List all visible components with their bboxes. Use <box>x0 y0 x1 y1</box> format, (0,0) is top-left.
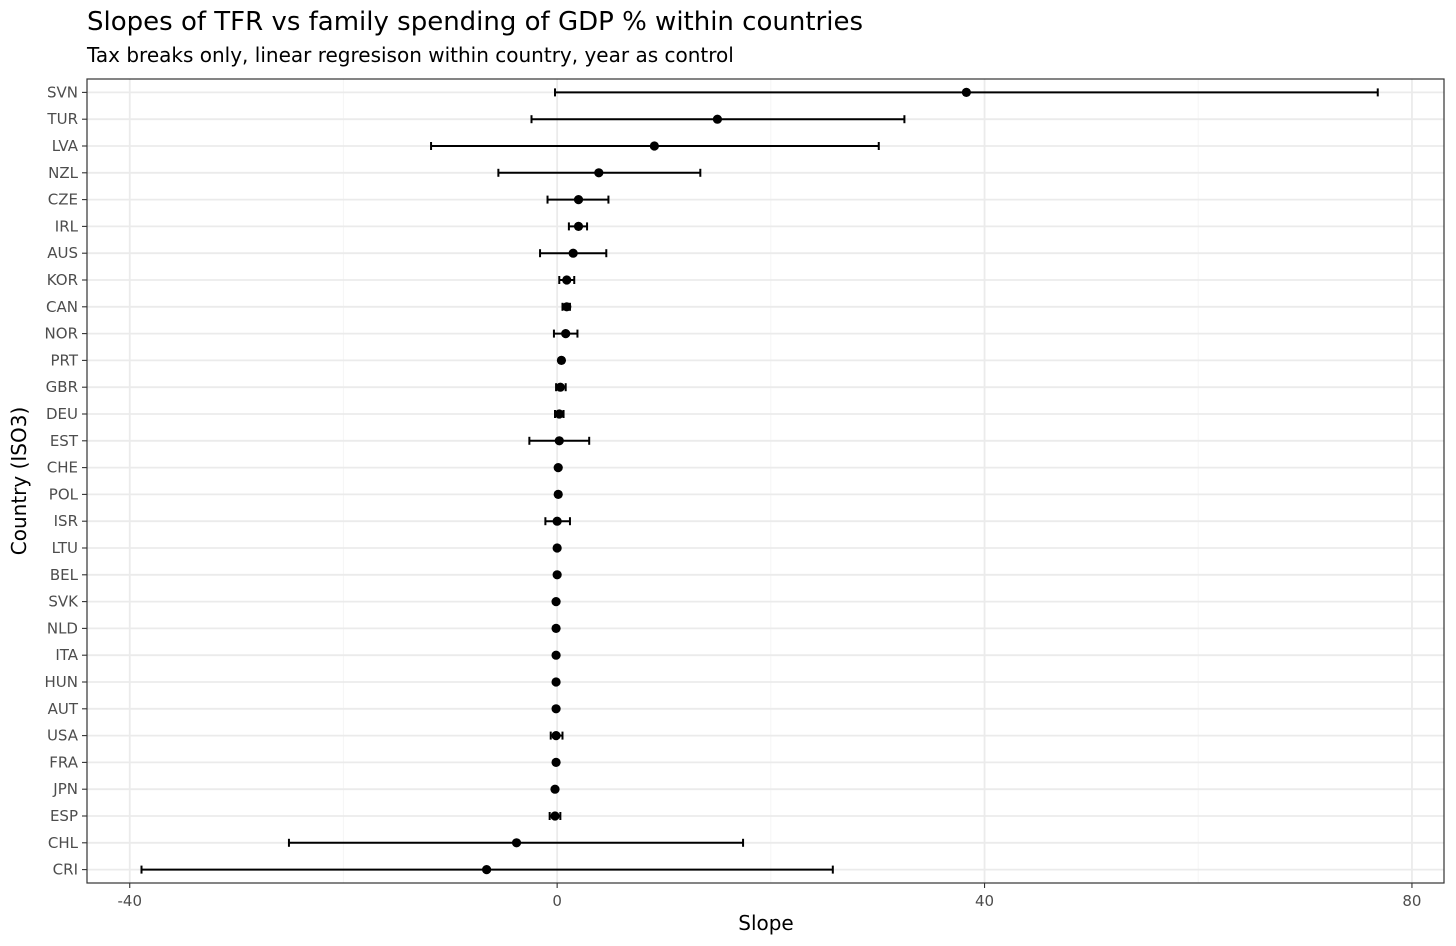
point-ita <box>551 650 561 660</box>
y-tick-label-cze: CZE <box>48 191 78 209</box>
point-hun <box>551 677 561 687</box>
y-tick-label-deu: DEU <box>46 405 78 423</box>
y-tick-label-cri: CRI <box>53 861 78 879</box>
y-tick-label-usa: USA <box>47 727 79 745</box>
point-irl <box>573 221 584 231</box>
y-tick-label-hun: HUN <box>45 673 78 691</box>
point-esp <box>550 811 560 821</box>
y-tick-label-chl: CHL <box>48 834 79 852</box>
data-layer <box>140 87 1379 875</box>
point-bel <box>552 570 562 580</box>
y-tick-label-nzl: NZL <box>48 164 78 182</box>
point-gbr <box>555 382 565 392</box>
y-tick-label-esp: ESP <box>50 807 78 825</box>
point-nzl <box>594 168 604 178</box>
point-chl <box>511 838 522 848</box>
y-tick-label-can: CAN <box>46 298 78 316</box>
y-tick-label-prt: PRT <box>50 351 78 369</box>
point-can <box>562 302 572 312</box>
x-tick-label: 40 <box>975 892 994 910</box>
y-tick-label-tur: TUR <box>46 110 78 128</box>
y-tick-label-jpn: JPN <box>52 780 78 798</box>
y-tick-label-fra: FRA <box>49 753 78 771</box>
point-jpn <box>550 784 560 794</box>
point-usa <box>551 731 561 741</box>
panel-border <box>86 78 1445 884</box>
point-nld <box>551 623 561 634</box>
chart-title: Slopes of TFR vs family spending of GDP … <box>87 7 863 37</box>
point-lva <box>649 141 659 151</box>
point-kor <box>562 275 572 285</box>
point-isr <box>552 516 562 526</box>
y-tick-label-ita: ITA <box>55 646 78 664</box>
chart-subtitle: Tax breaks only, linear regresison withi… <box>86 43 734 67</box>
y-tick-label-gbr: GBR <box>46 378 78 396</box>
y-tick-label-est: EST <box>50 432 79 450</box>
point-cze <box>573 195 584 205</box>
grid-lines <box>87 79 1444 883</box>
x-tick-label: 0 <box>552 892 562 910</box>
y-tick-label-nor: NOR <box>45 325 78 343</box>
point-nor <box>561 329 571 339</box>
point-tur <box>712 114 723 124</box>
y-tick-label-bel: BEL <box>50 566 79 584</box>
point-ltu <box>552 543 562 553</box>
point-fra <box>551 757 561 768</box>
x-tick-label: 80 <box>1402 892 1421 910</box>
y-tick-label-nld: NLD <box>47 619 78 637</box>
y-tick-label-svn: SVN <box>47 83 78 101</box>
point-svn <box>961 87 971 97</box>
point-svk <box>551 597 561 607</box>
point-prt <box>556 355 567 365</box>
point-aus <box>568 248 578 258</box>
y-tick-label-ltu: LTU <box>52 539 78 557</box>
y-tick-label-aut: AUT <box>48 700 79 718</box>
y-tick-label-svk: SVK <box>48 593 79 611</box>
point-aut <box>551 704 561 714</box>
axis-ticks: SVN TUR LVA NZL CZE IRL AUS KOR CAN NOR PRT GBR DEU E… <box>45 83 1422 910</box>
y-tick-label-che: CHE <box>47 459 78 477</box>
y-tick-label-isr: ISR <box>54 512 78 530</box>
point-pol <box>553 489 563 499</box>
y-tick-label-kor: KOR <box>47 271 78 289</box>
point-est <box>554 436 564 446</box>
y-tick-label-aus: AUS <box>47 244 78 262</box>
y-tick-label-lva: LVA <box>52 137 79 155</box>
y-tick-label-pol: POL <box>49 485 79 503</box>
x-axis-title: Slope <box>738 911 794 935</box>
y-tick-label-irl: IRL <box>55 217 79 235</box>
y-axis-title: Country (ISO3) <box>7 407 31 555</box>
x-tick-label: -40 <box>117 892 142 910</box>
point-che <box>553 463 563 473</box>
point-cri <box>482 865 492 875</box>
point-deu <box>554 409 564 419</box>
